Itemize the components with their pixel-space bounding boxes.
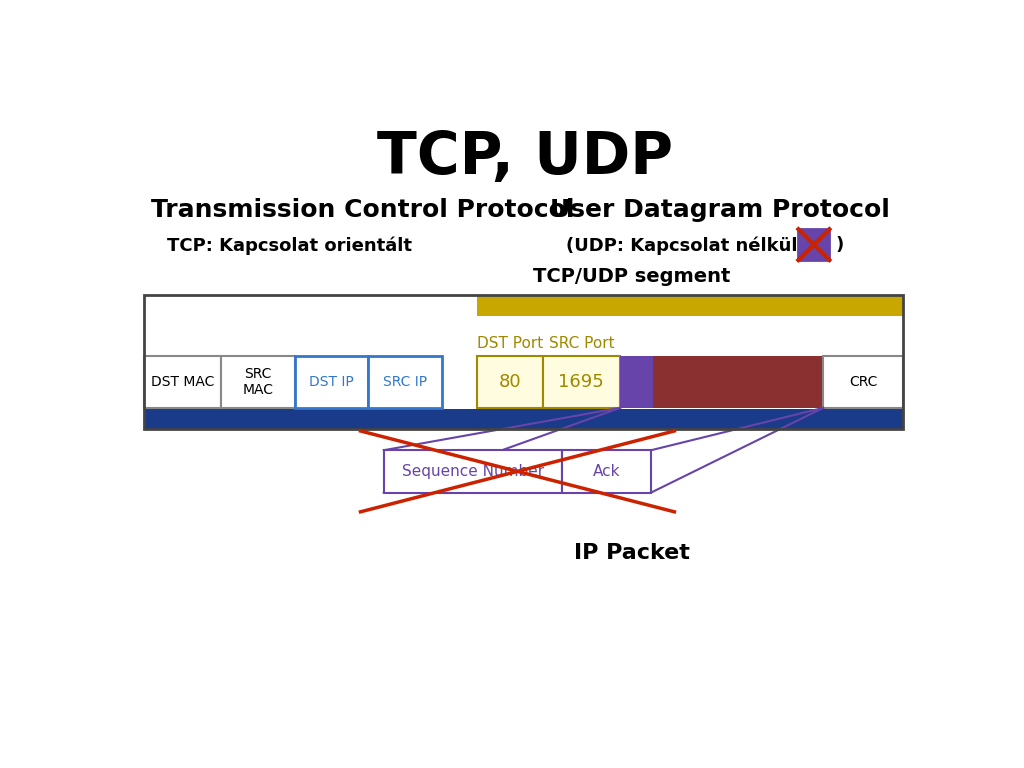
Text: DST IP: DST IP	[309, 375, 354, 389]
Bar	[543, 356, 621, 408]
Bar	[143, 356, 221, 408]
Text: DST Port: DST Port	[476, 336, 543, 351]
Bar	[143, 409, 903, 429]
Bar	[143, 295, 477, 409]
Bar	[621, 356, 652, 408]
Text: ): )	[836, 236, 844, 253]
Text: User Datagram Protocol: User Datagram Protocol	[550, 198, 890, 222]
Text: DST MAC: DST MAC	[151, 375, 214, 389]
Bar	[295, 356, 369, 408]
Text: SRC
MAC: SRC MAC	[243, 366, 273, 397]
Bar	[477, 316, 903, 412]
Text: SRC Port: SRC Port	[549, 336, 614, 351]
Bar	[652, 356, 823, 408]
Text: TCP: Kapcsolat orientált: TCP: Kapcsolat orientált	[167, 237, 412, 256]
Text: 1695: 1695	[558, 372, 604, 391]
Bar	[221, 356, 295, 408]
Text: Sequence Number: Sequence Number	[401, 464, 544, 479]
Text: TCP/UDP segment: TCP/UDP segment	[534, 267, 730, 286]
Text: IP Packet: IP Packet	[573, 543, 690, 563]
Bar	[799, 229, 829, 260]
Bar	[823, 356, 903, 408]
Text: (UDP: Kapcsolat nélküli: (UDP: Kapcsolat nélküli	[566, 237, 804, 256]
Text: Transmission Control Protocol: Transmission Control Protocol	[152, 198, 574, 222]
Bar	[477, 356, 543, 408]
Bar	[143, 295, 903, 429]
Text: Ack: Ack	[593, 464, 621, 479]
Text: 80: 80	[499, 372, 521, 391]
Text: TCP, UDP: TCP, UDP	[377, 129, 673, 186]
Bar	[384, 450, 562, 492]
Text: SRC IP: SRC IP	[383, 375, 427, 389]
Bar	[562, 450, 651, 492]
Bar	[369, 356, 442, 408]
Text: CRC: CRC	[849, 375, 878, 389]
Bar	[477, 295, 903, 316]
